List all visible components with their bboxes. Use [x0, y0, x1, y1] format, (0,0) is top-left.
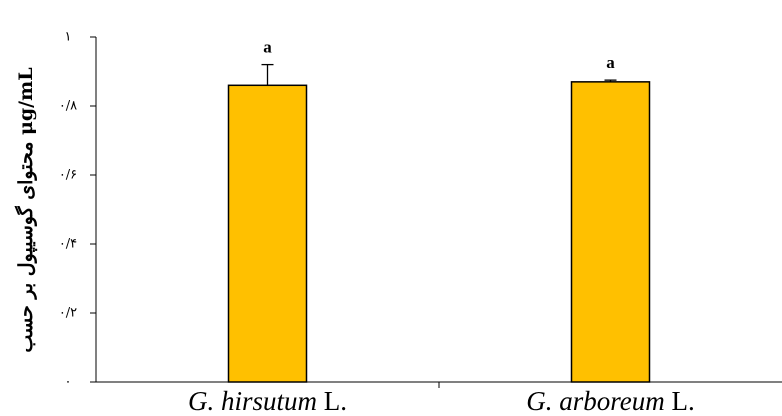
category-label: G. hirsutum L. [188, 386, 347, 416]
category-author-abbrev: L. [665, 386, 695, 416]
significance-letter: a [263, 38, 272, 57]
y-tick-label: ۰/۶ [59, 168, 77, 183]
y-tick-label: ۰/۴ [59, 237, 77, 252]
y-tick-label: ۰/۸ [59, 99, 77, 114]
significance-letter: a [606, 53, 615, 72]
bars [227, 81, 651, 383]
category-author-abbrev: L. [317, 386, 347, 416]
y-tick-label: ۰ [65, 375, 72, 390]
y-axis-ticks: ۰ ۰/۲ ۰/۴ ۰/۶ ۰/۸ ۱ [59, 30, 96, 390]
category-labels: G. hirsutum L. G. arboreum L. [188, 386, 695, 416]
category-species-name: G. arboreum [526, 386, 665, 416]
y-axis-title: محتوای گوسیپول بر حسب μg/mL [14, 67, 37, 352]
bar [570, 81, 651, 383]
error-bars [261, 63, 617, 86]
category-label: G. arboreum L. [526, 386, 695, 416]
y-axis-title-text: محتوای گوسیپول بر حسب μg/mL [14, 67, 37, 352]
y-tick-label: ۰/۲ [59, 306, 77, 321]
significance-labels: aa [263, 38, 615, 73]
bar [227, 84, 308, 383]
y-tick-label: ۱ [65, 30, 72, 45]
category-species-name: G. hirsutum [188, 386, 317, 416]
